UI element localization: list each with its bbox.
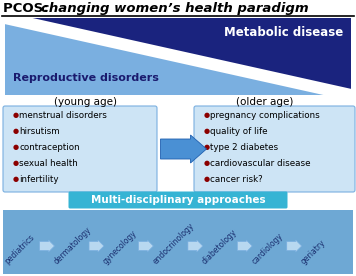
FancyBboxPatch shape (194, 106, 355, 192)
Text: ●: ● (204, 128, 210, 134)
Text: ●: ● (204, 160, 210, 166)
Text: changing women’s health paradigm: changing women’s health paradigm (41, 2, 309, 15)
Text: cardiovascular disease: cardiovascular disease (210, 158, 310, 168)
Text: diabetology: diabetology (200, 227, 239, 266)
Text: pregnancy complications: pregnancy complications (210, 110, 320, 120)
Text: ●: ● (204, 112, 210, 118)
Text: Metabolic disease: Metabolic disease (224, 26, 343, 39)
Text: hirsutism: hirsutism (19, 126, 59, 136)
Polygon shape (5, 18, 351, 95)
Polygon shape (5, 18, 351, 95)
Text: cancer risk?: cancer risk? (210, 174, 263, 184)
Text: ●: ● (13, 128, 19, 134)
FancyArrow shape (237, 240, 252, 252)
Text: gynecology: gynecology (101, 229, 139, 266)
Text: Reproductive disorders: Reproductive disorders (13, 73, 159, 83)
Text: ●: ● (13, 176, 19, 182)
FancyArrow shape (161, 135, 206, 163)
FancyBboxPatch shape (68, 192, 288, 208)
Text: Multi-disciplinary approaches: Multi-disciplinary approaches (91, 195, 265, 205)
Text: ●: ● (204, 144, 210, 150)
FancyArrow shape (188, 240, 203, 252)
Text: infertility: infertility (19, 174, 58, 184)
Text: cardiology: cardiology (250, 231, 284, 266)
Polygon shape (4, 12, 352, 101)
Text: pediatrics: pediatrics (2, 233, 36, 266)
Text: (young age): (young age) (53, 97, 116, 107)
Text: sexual health: sexual health (19, 158, 78, 168)
FancyBboxPatch shape (3, 210, 353, 274)
Text: type 2 diabetes: type 2 diabetes (210, 142, 278, 152)
Text: ●: ● (13, 160, 19, 166)
Text: menstrual disorders: menstrual disorders (19, 110, 107, 120)
Text: quality of life: quality of life (210, 126, 267, 136)
Text: dermatology: dermatology (52, 225, 93, 266)
Text: PCOS:: PCOS: (3, 2, 53, 15)
FancyArrow shape (89, 240, 104, 252)
Text: contraception: contraception (19, 142, 80, 152)
Text: ●: ● (204, 176, 210, 182)
Text: geriatry: geriatry (299, 238, 327, 266)
Text: ●: ● (13, 112, 19, 118)
FancyArrow shape (138, 240, 153, 252)
Text: endocrinology: endocrinology (151, 221, 196, 266)
Text: ●: ● (13, 144, 19, 150)
Text: (older age): (older age) (236, 97, 294, 107)
FancyArrow shape (40, 240, 54, 252)
FancyArrow shape (287, 240, 302, 252)
FancyBboxPatch shape (3, 106, 157, 192)
